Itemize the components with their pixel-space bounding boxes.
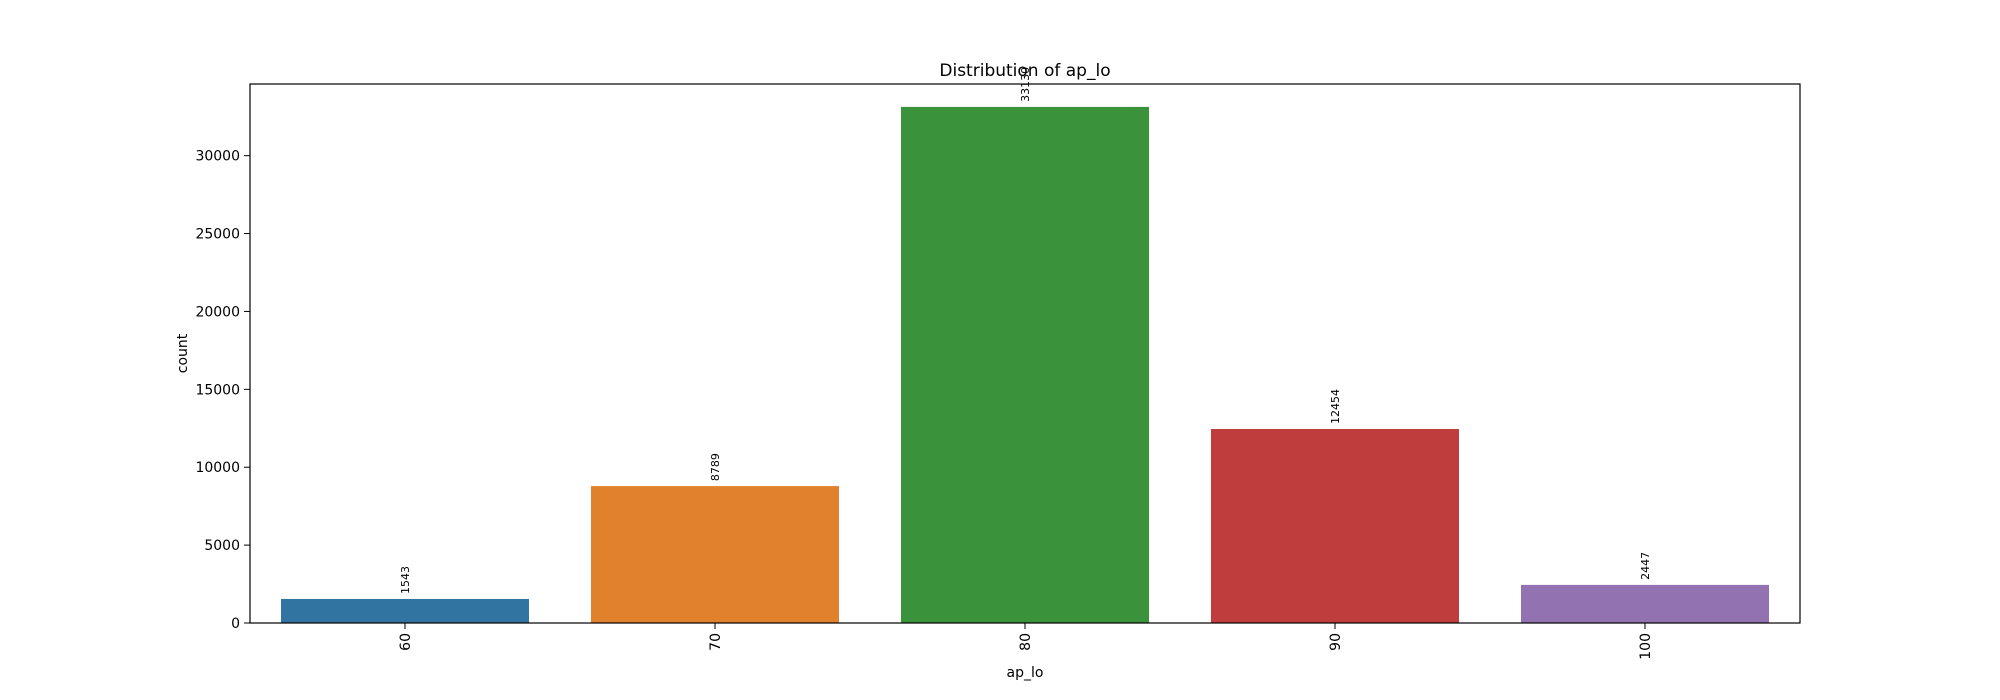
bar-value-label: 12454 xyxy=(1329,389,1342,424)
chart-title: Distribution of ap_lo xyxy=(939,61,1110,81)
bar-70 xyxy=(591,486,839,623)
bar-100 xyxy=(1521,584,1769,623)
bar-value-label: 8789 xyxy=(709,453,722,481)
plot-frame xyxy=(249,83,1801,624)
y-tick-label: 10000 xyxy=(195,460,240,476)
x-tick-label: 100 xyxy=(1638,633,1654,660)
y-tick-label: 15000 xyxy=(195,382,240,398)
x-tick-label: 60 xyxy=(398,633,414,651)
bar-60 xyxy=(281,598,529,623)
y-tick-label: 30000 xyxy=(195,149,240,165)
x-axis-label: ap_lo xyxy=(1007,665,1044,681)
x-tick-label: 90 xyxy=(1328,633,1344,651)
bar-value-label: 2447 xyxy=(1639,552,1652,580)
bar-90 xyxy=(1211,428,1459,623)
x-tick-label: 80 xyxy=(1018,633,1034,651)
y-axis: 0 5000 10000 15000 20000 25000 30000 xyxy=(195,149,250,632)
x-tick-label: 70 xyxy=(708,633,724,651)
x-axis: 60 70 80 90 100 xyxy=(398,623,1654,660)
bars-layer xyxy=(281,106,1769,623)
y-tick-label: 5000 xyxy=(204,538,240,554)
bar-value-label: 1543 xyxy=(399,566,412,594)
y-tick-label: 20000 xyxy=(195,304,240,320)
y-tick-label: 25000 xyxy=(195,227,240,243)
y-axis-label: count xyxy=(175,333,191,373)
y-tick-label: 0 xyxy=(231,616,240,632)
bar-80 xyxy=(901,106,1149,623)
